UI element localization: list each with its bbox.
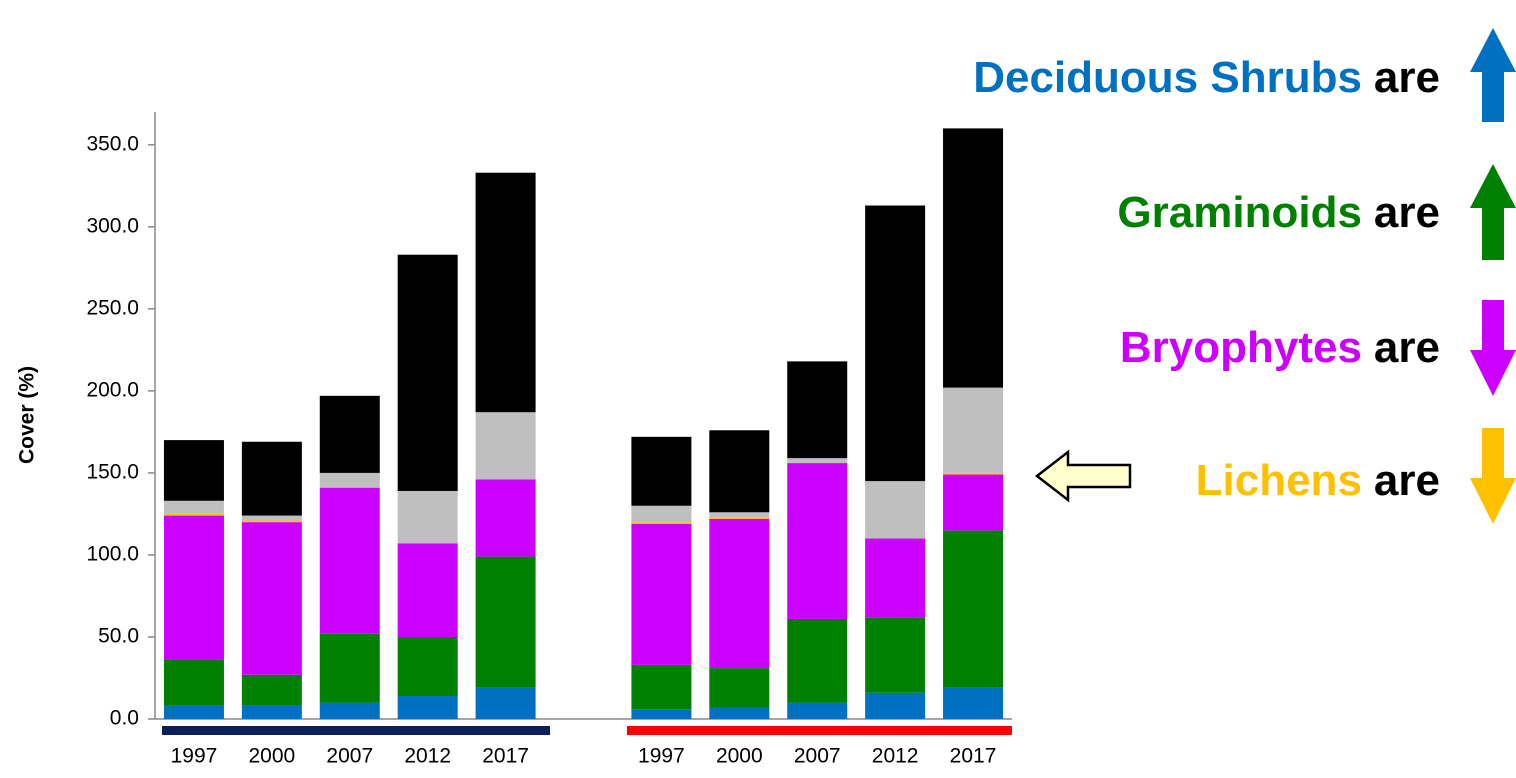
y-tick-label: 50.0 bbox=[98, 625, 139, 648]
bar-segment bbox=[709, 668, 770, 708]
bar-segment bbox=[865, 692, 926, 719]
bar-segment bbox=[241, 705, 302, 719]
y-tick-label: 100.0 bbox=[86, 542, 139, 565]
y-tick-label: 0.0 bbox=[110, 707, 139, 730]
bar-segment bbox=[631, 523, 692, 665]
y-tick-label: 200.0 bbox=[86, 378, 139, 401]
bar-segment bbox=[319, 633, 380, 703]
bar-segment bbox=[163, 513, 224, 516]
bar-segment bbox=[631, 664, 692, 710]
bar-segment bbox=[397, 636, 458, 697]
bar-segment bbox=[865, 538, 926, 618]
bar-segment bbox=[865, 205, 926, 482]
x-tick-label: 2007 bbox=[794, 745, 841, 768]
up-arrow bbox=[1470, 28, 1516, 122]
x-tick-label: 2007 bbox=[326, 745, 373, 768]
y-tick-label: 300.0 bbox=[86, 214, 139, 237]
annotation-text: are bbox=[1374, 53, 1440, 102]
annotation-text: are bbox=[1374, 456, 1440, 505]
bar-segment bbox=[787, 361, 848, 459]
y-axis-label: Cover (%) bbox=[16, 366, 39, 464]
annotation-text: are bbox=[1374, 323, 1440, 372]
annotation-label: Deciduous Shrubs bbox=[973, 53, 1362, 102]
bar-segment bbox=[241, 674, 302, 706]
left-arrow bbox=[1034, 449, 1132, 503]
bar-segment bbox=[943, 387, 1004, 473]
bar-segment bbox=[241, 522, 302, 675]
bar-segment bbox=[163, 659, 224, 706]
bar-segment bbox=[943, 474, 1004, 531]
bar-segment bbox=[475, 556, 536, 688]
bar-segment bbox=[631, 505, 692, 523]
bar-segment bbox=[241, 520, 302, 523]
up-arrow bbox=[1470, 164, 1516, 260]
bar-segment bbox=[943, 530, 1004, 688]
bar-segment bbox=[475, 412, 536, 480]
bar-segment bbox=[241, 441, 302, 516]
x-tick-label: 2017 bbox=[950, 745, 997, 768]
bar-segment bbox=[163, 440, 224, 501]
bar-segment bbox=[709, 707, 770, 719]
bar-segment bbox=[475, 687, 536, 719]
bar-segment bbox=[943, 128, 1004, 388]
bar-segment bbox=[787, 618, 848, 703]
annotation-label: Bryophytes bbox=[1120, 323, 1362, 372]
bar-segment bbox=[319, 472, 380, 488]
bar-segment bbox=[319, 487, 380, 634]
annotation: Bryophytes are bbox=[1120, 323, 1440, 372]
bar-segment bbox=[397, 490, 458, 544]
x-tick-label: 2000 bbox=[716, 745, 763, 768]
annotation-label: Lichens bbox=[1196, 456, 1362, 505]
bar-segment bbox=[709, 518, 770, 669]
bar-segment bbox=[163, 705, 224, 719]
annotation: Graminoids are bbox=[1117, 188, 1440, 237]
bar-segment bbox=[943, 687, 1004, 719]
bar-segment bbox=[631, 709, 692, 719]
bar-segment bbox=[397, 696, 458, 719]
bar-segment bbox=[709, 517, 770, 519]
y-tick-label: 150.0 bbox=[86, 460, 139, 483]
down-arrow bbox=[1470, 428, 1516, 524]
group-underline bbox=[162, 726, 550, 735]
bar-segment bbox=[631, 522, 692, 524]
bar-segment bbox=[397, 543, 458, 637]
x-tick-label: 2017 bbox=[482, 745, 529, 768]
bar-segment bbox=[787, 458, 848, 464]
group-underline bbox=[627, 726, 1012, 735]
bar-segment bbox=[475, 479, 536, 557]
annotation: Lichens are bbox=[1196, 456, 1440, 505]
bar-segment bbox=[865, 481, 926, 539]
bar-segment bbox=[163, 500, 224, 514]
annotation: Deciduous Shrubs are bbox=[973, 53, 1440, 102]
bar-segment bbox=[475, 172, 536, 413]
x-tick-label: 1997 bbox=[638, 745, 685, 768]
bar-segment bbox=[787, 463, 848, 619]
bar-segment bbox=[319, 702, 380, 719]
y-tick-label: 250.0 bbox=[86, 296, 139, 319]
x-tick-label: 2000 bbox=[249, 745, 296, 768]
bar-segment bbox=[397, 254, 458, 491]
down-arrow bbox=[1470, 300, 1516, 396]
bar-segment bbox=[241, 515, 302, 521]
y-tick-label: 350.0 bbox=[86, 132, 139, 155]
bar-segment bbox=[319, 395, 380, 473]
x-tick-label: 2012 bbox=[872, 745, 919, 768]
bar-segment bbox=[631, 436, 692, 506]
annotation-label: Graminoids bbox=[1117, 188, 1362, 237]
x-tick-label: 1997 bbox=[171, 745, 218, 768]
annotation-text: are bbox=[1374, 188, 1440, 237]
bar-segment bbox=[787, 702, 848, 719]
bar-segment bbox=[163, 515, 224, 660]
bar-segment bbox=[943, 472, 1004, 475]
bar-segment bbox=[709, 430, 770, 513]
bar-segment bbox=[865, 617, 926, 693]
bar-segment bbox=[709, 512, 770, 518]
x-tick-label: 2012 bbox=[404, 745, 451, 768]
